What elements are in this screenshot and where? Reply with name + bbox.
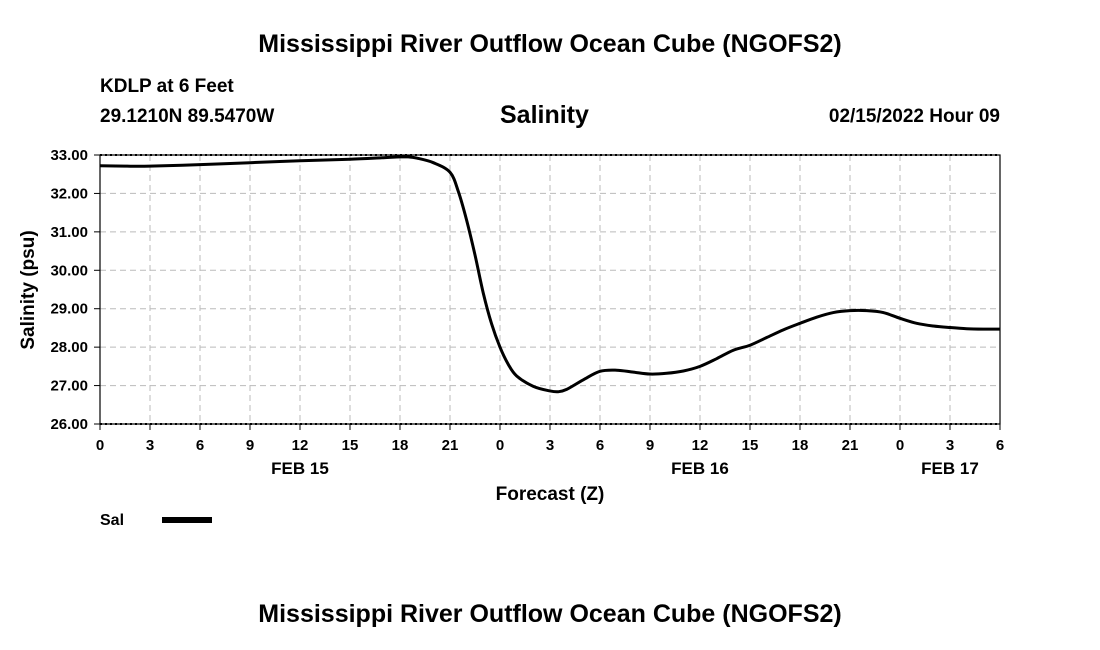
- y-tick-label: 32.00: [50, 185, 88, 202]
- salinity-chart: 0 3 6 9 12 15 18 21 0 3 6 9 12 15 18 21 0 3 6 26.00 27.00 28.…: [18, 147, 1004, 529]
- x-tick-label: 21: [842, 437, 859, 454]
- y-tick-label: 33.00: [50, 147, 88, 164]
- page-title: Mississippi River Outflow Ocean Cube (NG…: [258, 30, 842, 58]
- axis-tick-labels: 0 3 6 9 12 15 18 21 0 3 6 9 12 15 18 21 0 3 6 26.00 27.00 28.…: [50, 147, 1004, 478]
- x-tick-label: 21: [442, 437, 459, 454]
- y-tick-label: 26.00: [50, 416, 88, 433]
- x-tick-label: 0: [496, 437, 504, 454]
- x-tick-label: 18: [792, 437, 809, 454]
- x-tick-label: 0: [896, 437, 904, 454]
- station-coordinates: 29.1210N 89.5470W: [100, 106, 275, 127]
- y-axis-label: Salinity (psu): [18, 230, 39, 349]
- x-tick-label: 15: [342, 437, 359, 454]
- y-tick-label: 29.00: [50, 301, 88, 318]
- x-tick-label: 6: [196, 437, 204, 454]
- chart-title: Salinity: [500, 101, 589, 129]
- x-tick-label: 12: [692, 437, 709, 454]
- x-tick-label: 9: [646, 437, 654, 454]
- series-line-sal: [99, 155, 1001, 394]
- y-tick-label: 27.00: [50, 378, 88, 395]
- grid-lines: [100, 155, 1000, 424]
- x-tick-label: 3: [546, 437, 554, 454]
- x-tick-label: 3: [146, 437, 154, 454]
- legend-label: Sal: [100, 512, 124, 529]
- x-tick-label: 15: [742, 437, 759, 454]
- x-tick-label: 12: [292, 437, 309, 454]
- x-tick-label: 0: [96, 437, 104, 454]
- date-label: FEB 16: [671, 459, 729, 478]
- x-tick-label: 3: [946, 437, 954, 454]
- y-tick-label: 31.00: [50, 224, 88, 241]
- axis-ticks: [94, 154, 1001, 430]
- forecast-datetime: 02/15/2022 Hour 09: [828, 106, 1000, 127]
- x-axis-label: Forecast (Z): [496, 484, 605, 505]
- date-label: FEB 17: [921, 459, 979, 478]
- station-name: KDLP at 6 Feet: [100, 76, 234, 97]
- x-tick-label: 6: [596, 437, 604, 454]
- footer-title: Mississippi River Outflow Ocean Cube (NG…: [258, 600, 842, 628]
- y-tick-label: 28.00: [50, 339, 88, 356]
- x-tick-label: 18: [392, 437, 409, 454]
- x-tick-label: 9: [246, 437, 254, 454]
- date-label: FEB 15: [271, 459, 329, 478]
- y-tick-label: 30.00: [50, 262, 88, 279]
- x-tick-label: 6: [996, 437, 1004, 454]
